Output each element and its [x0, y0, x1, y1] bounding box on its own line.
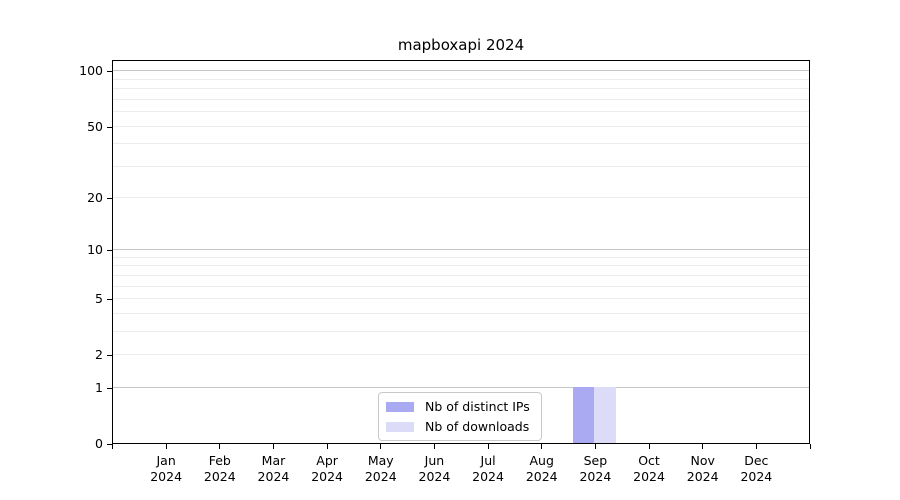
y-tick-label: 0 [95, 435, 103, 451]
y-axis-tick [107, 198, 112, 200]
x-axis-tick [594, 443, 596, 449]
x-axis-tick [809, 443, 811, 449]
y-tick-label: 20 [87, 189, 103, 205]
x-axis-tick [487, 443, 489, 449]
x-axis-tick [326, 443, 328, 449]
x-tick-label: Mar 2024 [257, 453, 290, 484]
legend-entry-distinct-ips: Nb of distinct IPs [386, 399, 530, 414]
x-axis-tick [272, 443, 274, 449]
x-axis-tick [702, 443, 704, 449]
gridline-minor [113, 285, 809, 287]
bar-distinct-ips [572, 386, 595, 443]
x-tick-label: Jan 2024 [150, 453, 183, 484]
gridline-minor [113, 265, 809, 267]
gridline-minor [113, 98, 809, 100]
x-axis-tick [165, 443, 167, 449]
x-axis-tick [541, 443, 543, 449]
gridline-minor [113, 274, 809, 276]
legend: Nb of distinct IPs Nb of downloads [378, 392, 542, 441]
x-tick-label: Jul 2024 [472, 453, 504, 484]
y-tick-label: 100 [79, 63, 103, 79]
y-tick-label: 50 [87, 118, 103, 134]
legend-label-distinct-ips: Nb of distinct IPs [425, 399, 530, 414]
gridline-minor [113, 88, 809, 90]
y-tick-label: 5 [95, 290, 103, 306]
legend-entry-downloads: Nb of downloads [386, 419, 530, 434]
x-tick-label: Feb 2024 [203, 453, 236, 484]
gridline-minor [113, 165, 809, 167]
y-axis-tick [107, 250, 112, 252]
y-axis-tick [107, 443, 112, 445]
x-tick-label: Aug 2024 [525, 453, 558, 484]
gridline-minor [113, 298, 809, 300]
x-tick-label: Dec 2024 [740, 453, 773, 484]
x-tick-label: Nov 2024 [686, 453, 719, 484]
x-tick-label: May 2024 [364, 453, 397, 484]
x-axis-tick [648, 443, 650, 449]
legend-label-downloads: Nb of downloads [425, 419, 530, 434]
x-tick-label: Jun 2024 [418, 453, 451, 484]
gridline-minor [113, 111, 809, 113]
chart-title: mapboxapi 2024 [397, 36, 525, 54]
x-tick-label: Sep 2024 [579, 453, 612, 484]
y-axis-tick [107, 354, 112, 356]
gridline-minor [113, 330, 809, 332]
y-axis-tick [107, 387, 112, 389]
gridline-minor [113, 312, 809, 314]
y-axis-tick [107, 126, 112, 128]
x-axis-tick [219, 443, 221, 449]
x-axis-tick [380, 443, 382, 449]
legend-swatch-downloads-icon [386, 421, 414, 432]
gridline-minor [113, 353, 809, 355]
x-axis-tick [433, 443, 435, 449]
gridline-minor [113, 143, 809, 145]
gridline-minor [113, 197, 809, 199]
x-tick-label: Apr 2024 [311, 453, 344, 484]
gridline-major [113, 249, 809, 251]
gridline-minor [113, 125, 809, 127]
gridline-minor [113, 256, 809, 258]
gridline-major [113, 70, 809, 72]
y-axis-tick [107, 299, 112, 301]
y-tick-label: 1 [95, 379, 103, 395]
plot-area [112, 60, 810, 444]
y-axis-tick [107, 71, 112, 73]
y-tick-label: 10 [87, 241, 103, 257]
bar-downloads [594, 386, 616, 443]
y-tick-label: 2 [95, 346, 103, 362]
legend-swatch-distinct-ips-icon [386, 401, 414, 412]
x-axis-tick [755, 443, 757, 449]
x-tick-label: Oct 2024 [633, 453, 665, 484]
x-axis-tick [112, 443, 113, 449]
gridline-major [113, 386, 809, 388]
gridline-minor [113, 78, 809, 80]
